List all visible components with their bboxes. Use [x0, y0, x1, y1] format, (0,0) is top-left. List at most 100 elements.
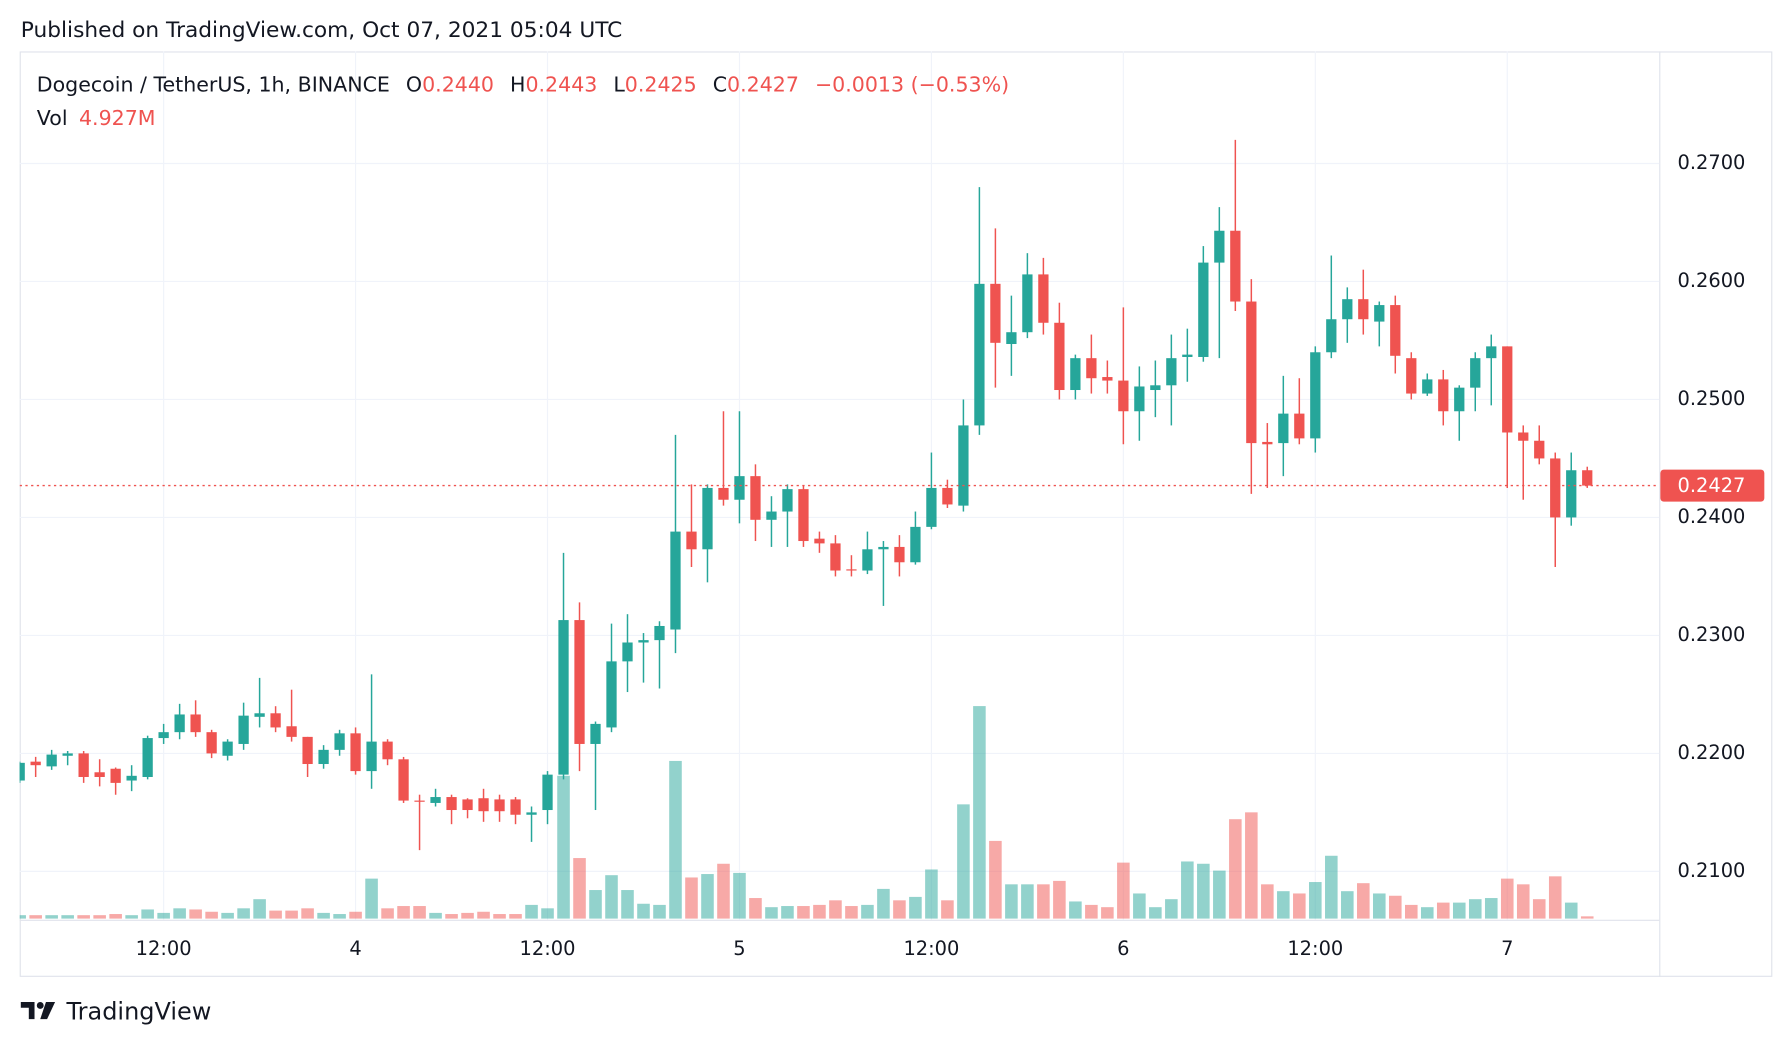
candle-body: [222, 741, 233, 756]
candle-body: [606, 661, 617, 728]
volume-bar: [445, 914, 458, 919]
volume-bar: [1261, 884, 1274, 919]
candle-body: [142, 738, 153, 777]
volume-bar: [1341, 891, 1354, 919]
candle-body: [1374, 305, 1385, 322]
volume-bar: [1452, 902, 1466, 919]
candle-body: [1198, 262, 1209, 357]
candle-body: [1246, 301, 1257, 444]
volume-bar: [301, 908, 314, 919]
volume-bar: [1165, 899, 1178, 919]
candle-body: [782, 489, 793, 512]
volume-bar: [413, 906, 426, 919]
candle-body: [926, 487, 937, 527]
volume-bar: [1309, 882, 1322, 919]
candle-body: [574, 620, 585, 744]
ohlc-value: 0.2425: [625, 73, 697, 97]
candle-body: [1070, 358, 1081, 391]
volume-bar: [109, 914, 122, 919]
volume-bar: [1101, 907, 1114, 919]
y-tick-label: 0.2600: [1677, 269, 1745, 292]
volume-bar: [1580, 916, 1594, 919]
volume-bar: [1405, 904, 1418, 919]
volume-bar: [157, 912, 170, 919]
logo-mark: [20, 1002, 35, 1020]
candle-body: [1406, 358, 1417, 394]
candle-body: [798, 489, 809, 542]
volume-bar: [1373, 893, 1386, 919]
candle-body: [526, 812, 537, 815]
volume-bar: [1213, 870, 1226, 919]
candle-body: [478, 798, 489, 812]
candle-body: [894, 546, 905, 563]
candle-body: [734, 476, 745, 500]
y-tick-label: 0.2100: [1677, 859, 1745, 882]
volume-bar: [957, 804, 970, 919]
volume-bar: [125, 915, 138, 919]
brand-name: TradingView: [66, 997, 212, 1025]
volume-bar: [77, 915, 90, 919]
y-tick-label: 0.2200: [1677, 741, 1745, 764]
volume-bar: [429, 912, 442, 919]
x-tick-label: 12:00: [136, 937, 192, 960]
last-price-label: 0.2427: [1677, 474, 1745, 497]
volume-bar: [1277, 891, 1290, 919]
volume-bar: [573, 858, 586, 919]
volume-bar: [1181, 861, 1194, 919]
volume-bar: [19, 915, 26, 919]
candle-body: [1214, 230, 1225, 263]
volume-bar: [749, 898, 762, 919]
candle-body: [974, 283, 985, 426]
volume-bar: [333, 914, 346, 919]
ohlc-key: O: [406, 73, 422, 97]
x-tick-label: 7: [1501, 937, 1513, 960]
volume-bar: [701, 874, 714, 919]
volume-bar: [61, 915, 74, 919]
candle-body: [254, 713, 265, 717]
candle-body: [1022, 274, 1033, 333]
candle-body: [1086, 358, 1097, 379]
candle-body: [878, 546, 889, 550]
volume-bar: [797, 906, 810, 919]
volume-bar: [1021, 884, 1034, 919]
volume-bar: [941, 900, 954, 919]
volume-bar: [1468, 899, 1482, 919]
y-tick-label: 0.2400: [1677, 505, 1745, 528]
candle-body: [990, 283, 1001, 343]
candle-body: [1326, 319, 1337, 353]
candle-body: [206, 732, 217, 754]
candle-body: [494, 799, 505, 812]
x-tick-label: 12:00: [903, 937, 959, 960]
volume-bar: [605, 875, 618, 919]
candle-body: [1038, 274, 1049, 323]
volume-bar: [1069, 901, 1082, 919]
volume-pane: [19, 706, 1594, 919]
candle-body: [126, 775, 137, 781]
volume-bar: [205, 911, 218, 919]
candle-body: [1166, 358, 1177, 386]
y-tick-label: 0.2700: [1677, 151, 1745, 174]
volume-bar: [29, 915, 42, 919]
candle-body: [462, 799, 473, 811]
candle-body: [366, 741, 377, 772]
candle-body: [78, 753, 89, 777]
candle-body: [590, 723, 601, 744]
volume-bar: [1484, 898, 1498, 919]
volume-bar: [45, 915, 58, 919]
candle-body: [1390, 305, 1401, 356]
candle-body: [542, 774, 553, 811]
candle-body: [686, 531, 697, 550]
volume-bar: [893, 900, 906, 919]
volume-bar: [989, 840, 1002, 919]
candle-body: [830, 543, 841, 571]
candle-body: [750, 476, 761, 520]
volume-bar: [173, 908, 186, 919]
candle-body: [622, 642, 633, 662]
volume-bar: [1229, 819, 1242, 919]
candle-body: [862, 549, 873, 571]
brand-logo: [20, 1002, 56, 1020]
candle-body: [1278, 413, 1289, 444]
candle-body: [302, 736, 313, 765]
volume-bar: [397, 906, 410, 919]
